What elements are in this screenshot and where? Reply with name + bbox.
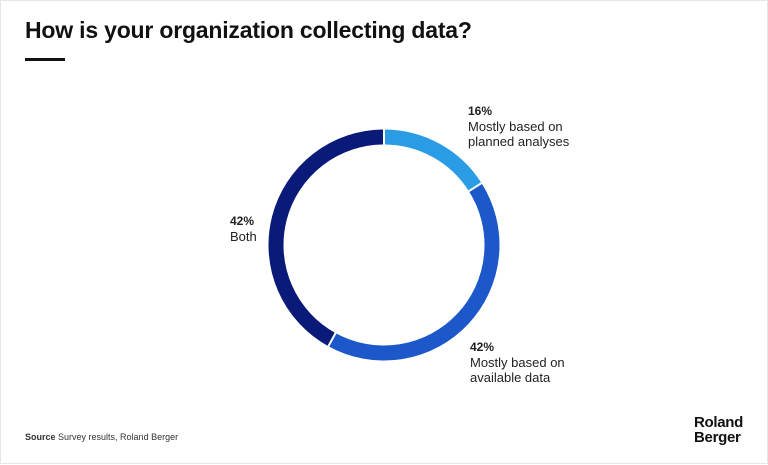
- slice-planned: [383, 129, 482, 192]
- chart-title: How is your organization collecting data…: [25, 17, 472, 43]
- logo-line-2: Berger: [694, 429, 741, 446]
- logo-line-1: Roland: [694, 414, 744, 431]
- slice-pct-both: 42%: [230, 214, 255, 228]
- slice-label-both: 42% Both: [230, 214, 340, 244]
- slice-text-available: Mostly based on available data: [470, 355, 565, 385]
- source-note: Source Survey results, Roland Berger: [25, 432, 178, 442]
- slice-both: [268, 129, 385, 347]
- slice-label-available: 42% Mostly based on available data: [470, 340, 580, 385]
- slice-text-both: Both: [230, 229, 257, 244]
- slice-pct-available: 42%: [470, 340, 495, 354]
- title-underline: [25, 58, 65, 61]
- slice-pct-planned: 16%: [468, 104, 493, 118]
- slice-available: [328, 183, 500, 361]
- slice-label-planned: 16% Mostly based on planned analyses: [468, 104, 578, 149]
- brand-logo: Roland Berger: [694, 415, 743, 445]
- source-prefix: Source: [25, 432, 56, 442]
- slice-separator: [323, 326, 341, 354]
- source-text: Survey results, Roland Berger: [58, 432, 179, 442]
- slice-text-planned: Mostly based on planned analyses: [468, 119, 570, 149]
- slice-separator: [461, 178, 489, 197]
